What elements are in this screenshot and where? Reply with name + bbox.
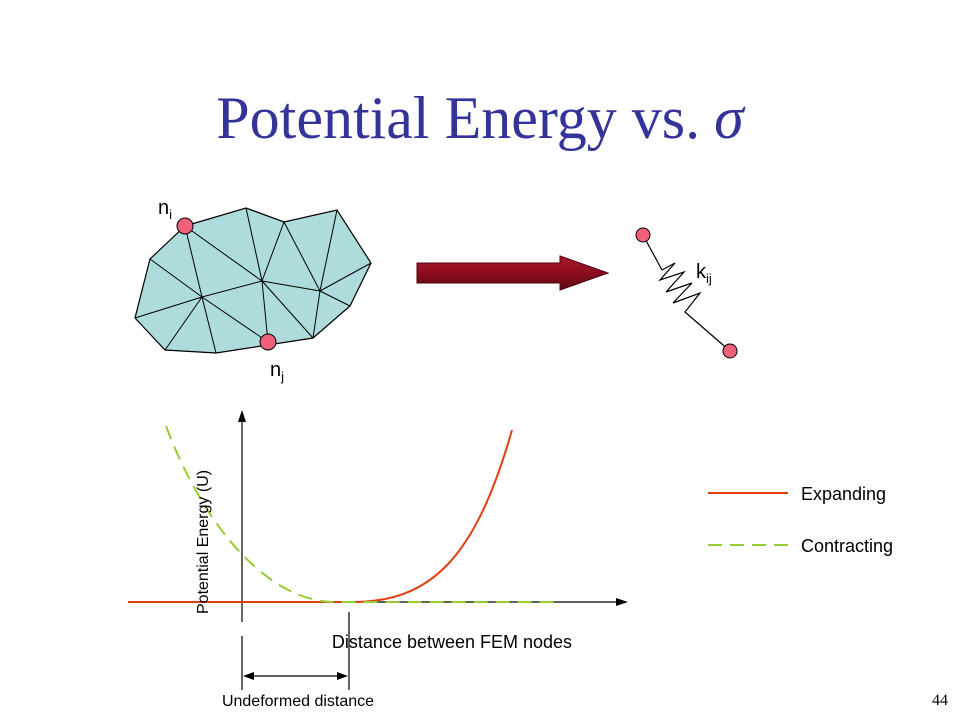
legend: Expanding Contracting xyxy=(708,484,893,556)
mesh-edge xyxy=(201,296,269,343)
mesh-edge xyxy=(261,280,269,343)
contracting-curve xyxy=(165,425,556,603)
slide-title: Potential Energy vs. σ xyxy=(0,88,960,148)
mesh-edge xyxy=(319,209,338,292)
mesh-edge xyxy=(201,296,217,354)
mesh-edge xyxy=(319,290,351,307)
mesh-edge xyxy=(149,258,203,298)
transform-arrow xyxy=(416,255,610,291)
mesh-edges xyxy=(134,207,372,354)
expanding-curve xyxy=(128,429,513,603)
mesh-edge xyxy=(184,225,203,298)
spring-node-bottom xyxy=(722,343,738,359)
spring-coil xyxy=(642,234,731,352)
energy-plot: Potential Energy (U) Distance between FE… xyxy=(128,410,893,710)
mesh-edge xyxy=(319,262,372,292)
mesh-edge xyxy=(164,296,203,351)
y-axis-label: Potential Energy (U) xyxy=(195,470,212,614)
fem-mesh: ni nj xyxy=(134,197,372,384)
title-text: Potential Energy vs. xyxy=(216,85,701,151)
page-number: 44 xyxy=(932,692,948,709)
mesh-edge xyxy=(184,225,263,282)
title-sigma-symbol: σ xyxy=(714,85,744,151)
dimension-arrowhead-left xyxy=(243,672,254,680)
node-j-marker xyxy=(259,333,277,351)
mesh-edge xyxy=(261,280,314,339)
mesh-edge xyxy=(261,221,285,282)
mesh-edge xyxy=(261,280,321,292)
mesh-edge xyxy=(201,280,263,298)
spring: kij xyxy=(635,227,738,359)
node-i-label: ni xyxy=(158,197,172,222)
spring-constant-label: kij xyxy=(696,261,712,286)
mesh-edge xyxy=(283,221,321,292)
mesh-edge xyxy=(245,207,263,282)
legend-label-contracting: Contracting xyxy=(801,536,893,556)
x-axis-label: Distance between FEM nodes xyxy=(332,632,572,652)
arrow-shape xyxy=(416,255,610,291)
mesh-edge xyxy=(312,290,321,339)
node-j-label: nj xyxy=(270,359,284,384)
dimension-arrowhead-right xyxy=(337,672,348,680)
x-axis-arrowhead xyxy=(616,598,628,606)
legend-label-expanding: Expanding xyxy=(801,484,886,504)
y-axis-arrowhead xyxy=(238,410,246,422)
undeformed-distance-label: Undeformed distance xyxy=(222,693,374,710)
node-i-marker xyxy=(176,217,194,235)
mesh-edge xyxy=(134,296,203,319)
mesh-outline xyxy=(134,207,372,354)
spring-node-top xyxy=(635,227,651,243)
